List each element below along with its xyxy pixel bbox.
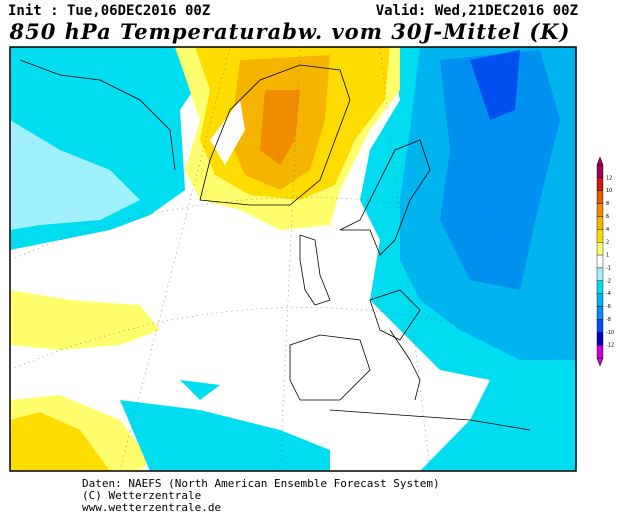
colorbar-label: 6 (606, 214, 609, 220)
init-time: Init : Tue,06DEC2016 00Z (8, 3, 211, 19)
colorbar-segment (596, 344, 604, 359)
colorbar-label: 4 (606, 227, 609, 233)
colorbar-label: -10 (606, 330, 614, 336)
valid-time: Valid: Wed,21DEC2016 00Z (375, 3, 578, 19)
colorbar-segment (596, 254, 604, 269)
colorbar-segment (596, 306, 604, 320)
footer-copyright: (C) Wetterzentrale (82, 489, 202, 502)
map-title: 850 hPa Temperaturabw. vom 30J-Mittel (K… (9, 19, 571, 44)
colorbar-segment (596, 241, 604, 256)
map-frame (9, 46, 577, 472)
colorbar-segment (596, 229, 604, 243)
colorbar: 12 10 8 6 4 2 1 -1 -2 -4 -6 -8 -10 -12 (596, 156, 614, 367)
colorbar-segment (596, 203, 604, 217)
colorbar-label: 10 (606, 188, 612, 194)
colorbar-segment (596, 267, 604, 281)
colorbar-label: 1 (606, 253, 609, 259)
colorbar-segment (596, 293, 604, 307)
colorbar-label: -1 (606, 265, 611, 271)
footer-url: www.wetterzentrale.de (82, 501, 222, 514)
colorbar-segment (596, 280, 604, 294)
colorbar-segment (596, 332, 604, 346)
colorbar-label: -6 (606, 304, 611, 310)
colorbar-segment (596, 216, 604, 230)
colorbar-label: -2 (606, 278, 611, 284)
colorbar-segment (596, 319, 604, 333)
colorbar-label: -12 (606, 343, 614, 349)
colorbar-segment (596, 177, 604, 191)
colorbar-label: -8 (606, 317, 611, 323)
colorbar-cap-top (596, 156, 604, 166)
colorbar-label: 2 (606, 240, 609, 246)
footer-source: Daten: NAEFS (North American Ensemble Fo… (82, 477, 440, 490)
colorbar-segment (596, 190, 604, 204)
colorbar-segment (596, 164, 604, 179)
colorbar-label: -4 (606, 291, 611, 297)
colorbar-label: 8 (606, 201, 609, 207)
map (10, 47, 576, 471)
colorbar-cap-bottom (596, 357, 604, 367)
colorbar-label: 12 (606, 175, 612, 181)
